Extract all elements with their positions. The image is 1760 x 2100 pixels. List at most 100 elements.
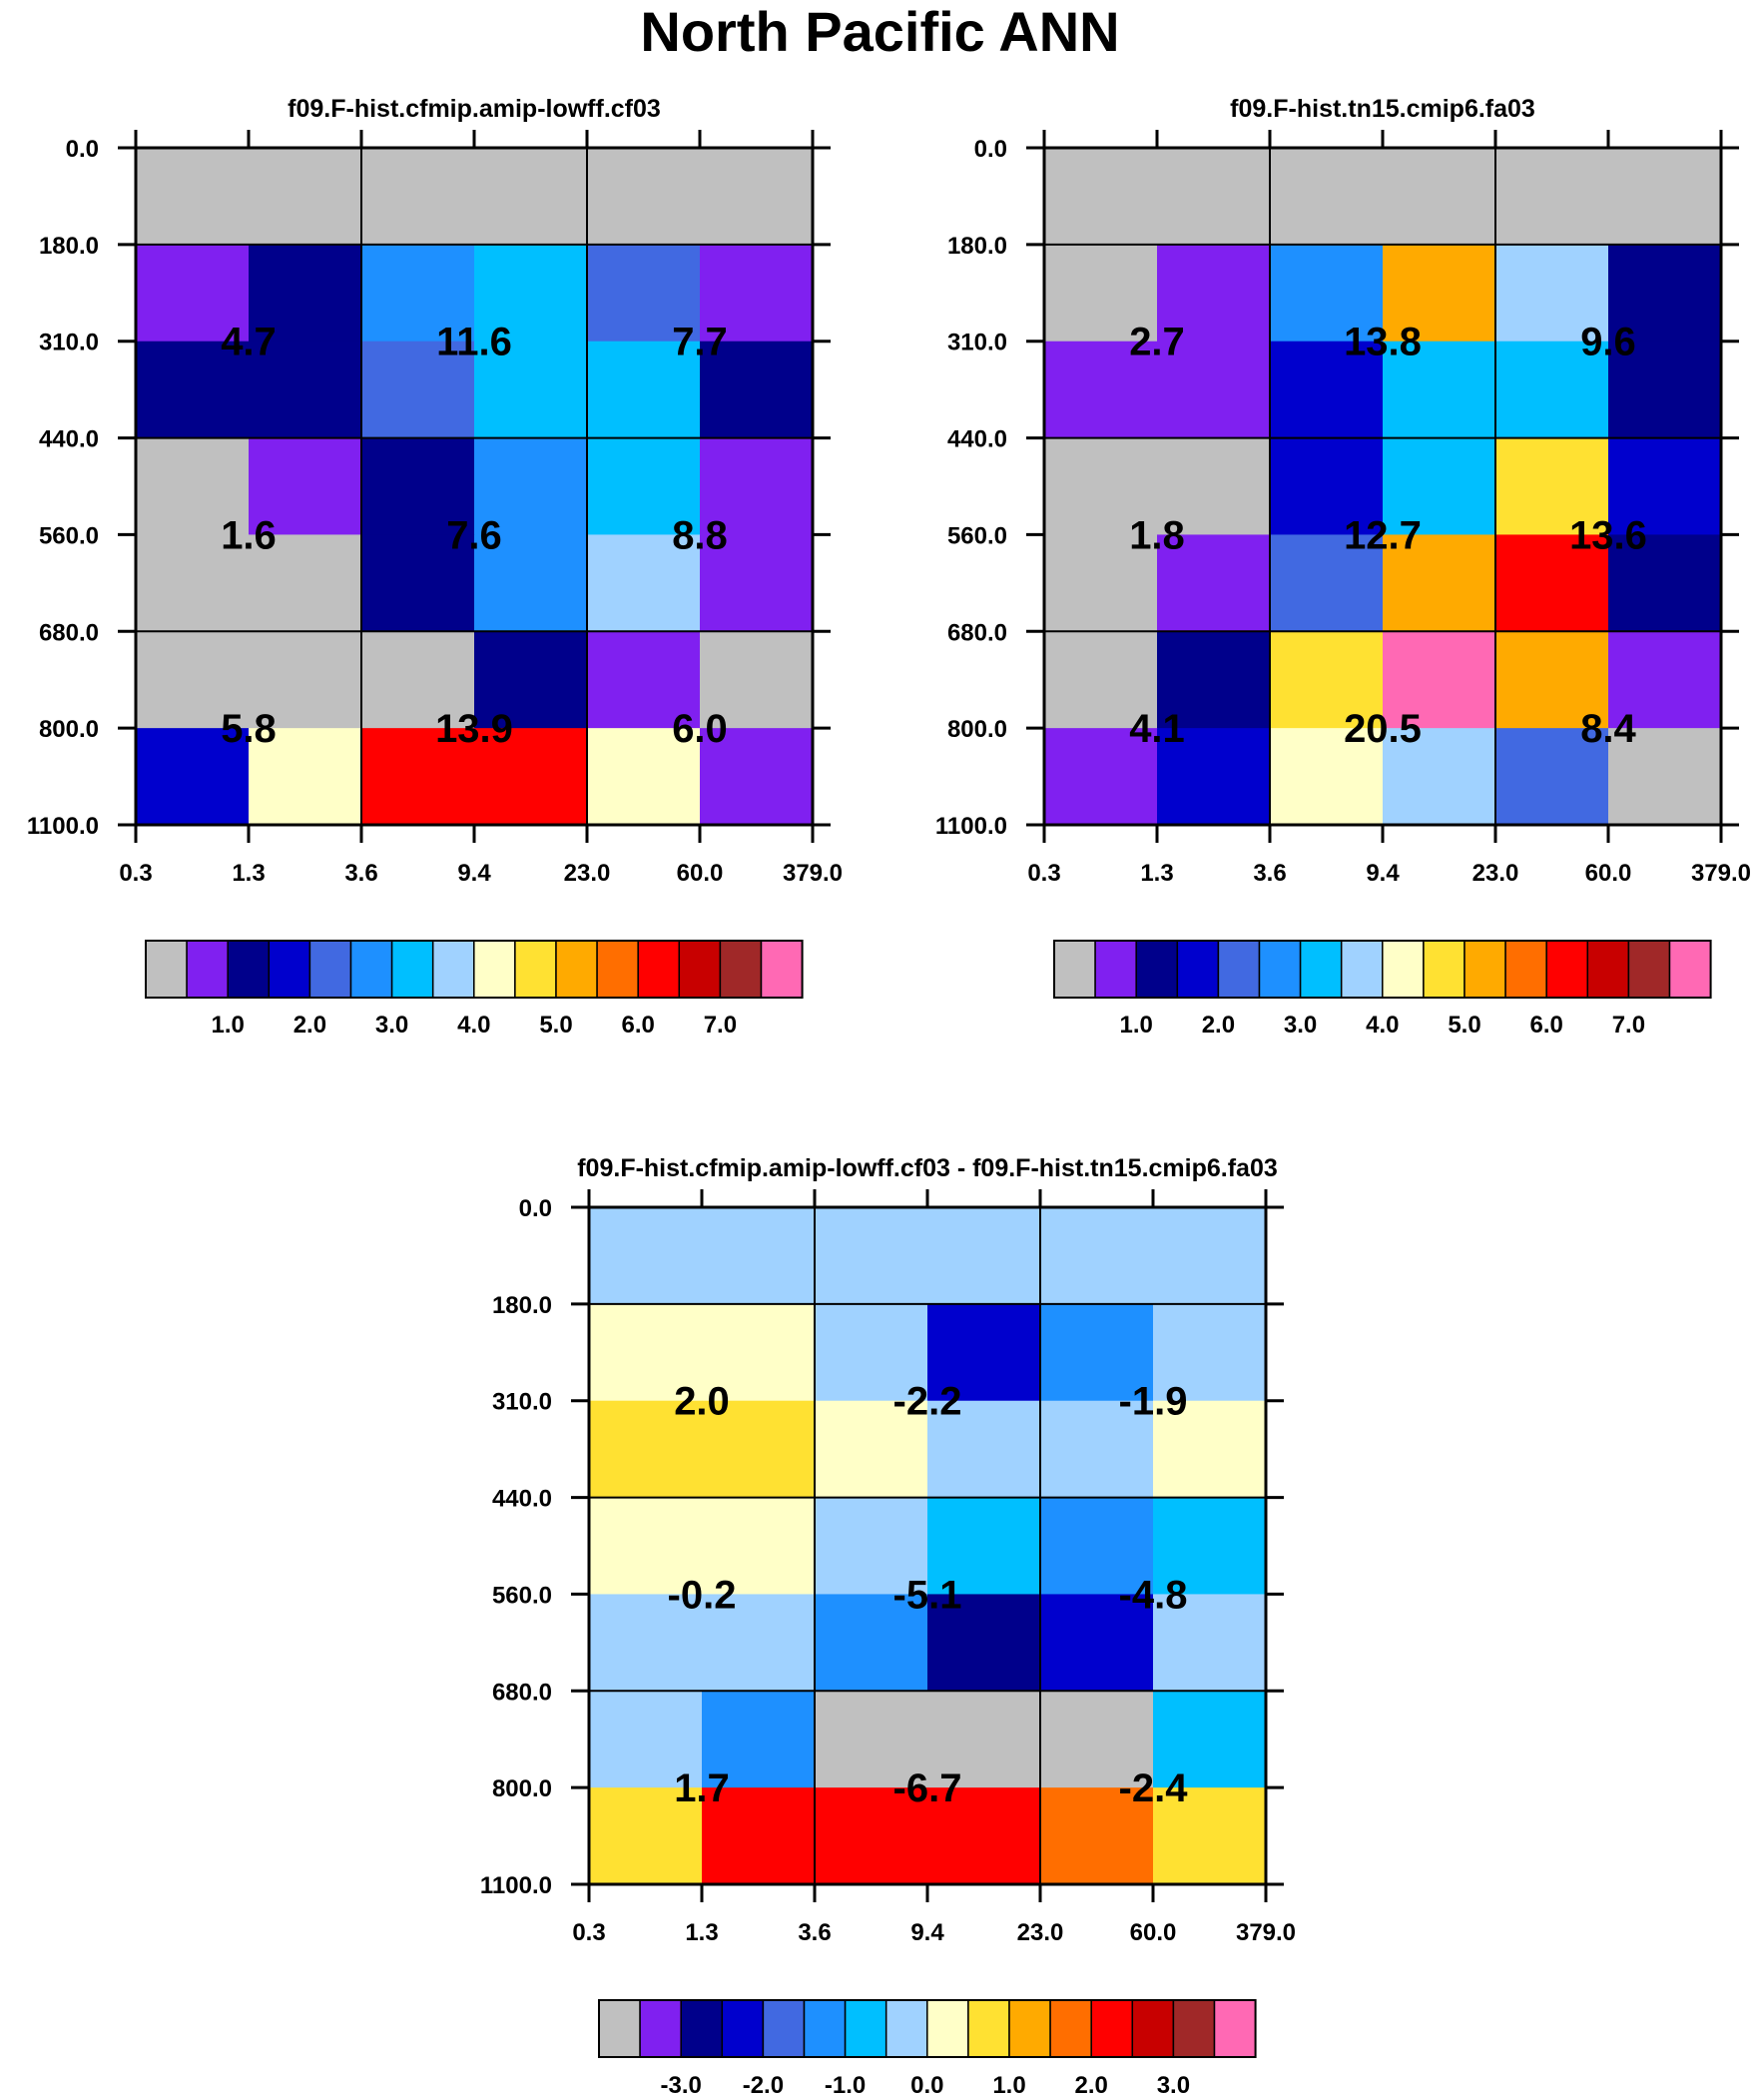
heatmap-cell	[815, 1691, 928, 1788]
colorbar-swatch	[1049, 1999, 1092, 2058]
colorbar-swatch	[639, 1999, 682, 2058]
colorbar-swatch	[1217, 940, 1261, 999]
heatmap-cell	[136, 244, 250, 343]
colorbar-swatch	[967, 1999, 1010, 2058]
heatmap-cell	[702, 1207, 816, 1305]
heatmap-cell	[1270, 631, 1384, 729]
colorbar-label: 2.0	[1075, 2072, 1108, 2099]
colorbar-swatch	[1135, 940, 1179, 999]
colorbar-label: 0.0	[910, 2072, 943, 2099]
cell-value-label: 4.1	[1129, 707, 1185, 751]
heatmap-cell	[587, 534, 701, 632]
cell-value-label: 13.6	[1569, 513, 1647, 557]
cell-value-label: 1.7	[674, 1766, 730, 1810]
heatmap-cell	[1153, 1207, 1267, 1305]
y-tick-label: 0.0	[66, 136, 99, 163]
colorbar-label: -1.0	[825, 2072, 866, 2099]
colorbar-swatch	[678, 940, 722, 999]
heatmap-cell	[1044, 728, 1158, 826]
colorbar-swatch	[1586, 940, 1630, 999]
colorbar-swatch	[719, 940, 763, 999]
heatmap-cell	[249, 148, 362, 246]
y-tick-label: 560.0	[492, 1582, 552, 1609]
heatmap-cell	[1157, 244, 1271, 343]
colorbar-swatch	[473, 940, 516, 999]
heatmap-cell	[1495, 148, 1609, 246]
colorbar-swatch	[1299, 940, 1343, 999]
heatmap-cell	[474, 631, 588, 729]
chart-title: f09.F-hist.cfmip.amip-lowff.cf03	[288, 95, 661, 123]
heatmap-cell	[1270, 728, 1384, 826]
heatmap-cell	[474, 437, 588, 536]
heatmap-cell	[1040, 1400, 1154, 1499]
heatmap-cell	[136, 148, 250, 246]
heatmap-cell	[702, 1303, 816, 1402]
heatmap-cell	[1608, 437, 1722, 536]
heatmap-cell	[1153, 1303, 1267, 1402]
heatmap-cell	[702, 1400, 816, 1499]
colorbar-label: 4.0	[457, 1012, 490, 1039]
heatmap-cell	[587, 148, 701, 246]
heatmap-cell	[927, 1207, 1041, 1305]
x-tick-label: 3.6	[1253, 860, 1286, 887]
colorbar-frame	[145, 940, 804, 999]
colorbar-swatch	[844, 1999, 887, 2058]
cell-value-label: -1.9	[1119, 1380, 1188, 1424]
heatmap-cell	[1495, 728, 1609, 826]
y-tick-label: 800.0	[39, 716, 99, 743]
colorbar-swatch	[390, 940, 434, 999]
heatmap-cell	[1044, 341, 1158, 439]
heatmap-cell	[587, 728, 701, 826]
heatmap-cell	[702, 1594, 816, 1692]
heatmap-cell	[700, 437, 814, 536]
cell-value-label: 4.7	[221, 321, 277, 364]
colorbar-swatch	[884, 1999, 928, 2058]
heatmap-cell	[1040, 1207, 1154, 1305]
heatmap-cell	[1383, 728, 1496, 826]
heatmap-cell	[361, 437, 475, 536]
heatmap-cell	[927, 1787, 1041, 1885]
colorbar-label: 5.0	[1448, 1012, 1480, 1039]
colorbar-swatch	[145, 940, 188, 999]
colorbar-swatch	[555, 940, 598, 999]
cell-value-label: 2.0	[674, 1380, 730, 1424]
x-tick-label: 9.4	[910, 1919, 944, 1946]
colorbar-swatch	[1668, 940, 1712, 999]
heatmap-cell	[1153, 1594, 1267, 1692]
cell-value-label: 8.8	[672, 513, 728, 557]
y-tick-label: 560.0	[947, 522, 1007, 549]
heatmap-cell	[249, 534, 362, 632]
heatmap-cell	[1495, 437, 1609, 536]
colorbar-label: 2.0	[1202, 1012, 1235, 1039]
heatmap-cell	[1044, 631, 1158, 729]
heatmap-cell	[589, 1691, 703, 1788]
colorbar-swatch	[1627, 940, 1671, 999]
colorbar-swatch	[1131, 1999, 1175, 2058]
colorbar-label: 5.0	[539, 1012, 572, 1039]
x-tick-label: 1.3	[1140, 860, 1173, 887]
y-tick-label: 310.0	[947, 330, 1007, 356]
heatmap-cell	[700, 148, 814, 246]
heatmap-cell	[1383, 148, 1496, 246]
colorbar-swatch	[1213, 1999, 1257, 2058]
y-tick-label: 0.0	[519, 1195, 552, 1222]
cell-value-label: 5.8	[221, 707, 277, 751]
y-tick-label: 440.0	[492, 1486, 552, 1513]
cell-value-label: 1.8	[1129, 513, 1185, 557]
heatmap-cell	[1270, 244, 1384, 343]
heatmap-cell	[815, 1303, 928, 1402]
y-tick-label: 800.0	[492, 1775, 552, 1802]
y-tick-label: 800.0	[947, 716, 1007, 743]
colorbar-swatch	[431, 940, 475, 999]
colorbar-swatch	[1172, 1999, 1216, 2058]
heatmap-cell	[474, 244, 588, 343]
colorbar-swatch	[760, 940, 804, 999]
heatmap-cell	[1044, 437, 1158, 536]
colorbar-swatch	[227, 940, 271, 999]
x-tick-label: 3.6	[798, 1919, 831, 1946]
heatmap-cell	[700, 728, 814, 826]
x-tick-label: 0.3	[572, 1919, 605, 1946]
colorbar-swatch	[1090, 1999, 1134, 2058]
x-tick-label: 9.4	[457, 860, 491, 887]
cell-value-label: 11.6	[436, 321, 512, 364]
